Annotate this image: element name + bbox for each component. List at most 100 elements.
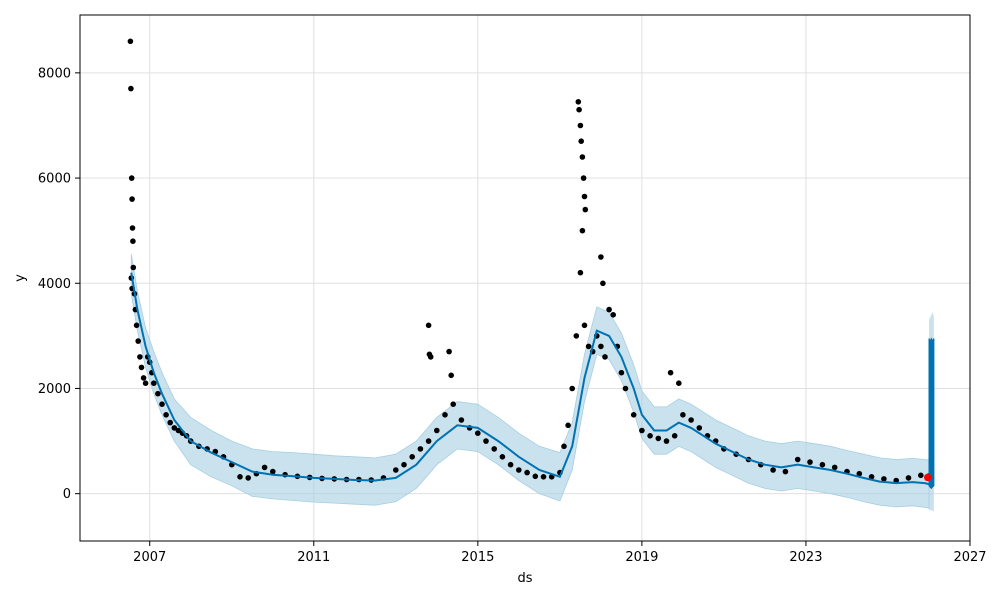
observed-point xyxy=(133,322,140,329)
observed-point xyxy=(831,464,838,471)
observed-point xyxy=(483,438,489,444)
observed-point xyxy=(868,474,875,480)
observed-point xyxy=(540,474,547,480)
x-tick-label: 2011 xyxy=(297,550,330,565)
observed-point xyxy=(600,280,606,287)
plot-frame xyxy=(79,14,971,542)
observed-point xyxy=(159,401,165,408)
x-tick-label: 2019 xyxy=(625,550,658,565)
observed-point xyxy=(270,468,276,475)
observed-point xyxy=(639,427,645,434)
observed-point xyxy=(807,459,813,465)
observed-point xyxy=(130,264,137,271)
observed-point xyxy=(475,430,481,437)
x-tick-label: 2027 xyxy=(953,550,986,565)
observed-point xyxy=(128,175,135,181)
observed-point xyxy=(167,419,173,426)
observed-point xyxy=(581,322,588,329)
observed-point xyxy=(151,380,157,387)
observed-point xyxy=(577,122,584,129)
observed-point xyxy=(696,425,703,431)
observed-point xyxy=(618,369,625,376)
observed-point xyxy=(881,476,887,482)
observed-point xyxy=(140,375,147,381)
observed-point xyxy=(575,99,582,105)
observed-point xyxy=(175,427,182,434)
observed-point xyxy=(561,443,567,450)
observed-point xyxy=(610,312,616,318)
observed-point xyxy=(135,338,141,344)
x-tick-label: 2023 xyxy=(789,550,822,565)
observed-point xyxy=(434,427,440,434)
observed-point xyxy=(569,385,575,392)
observed-point xyxy=(782,468,789,475)
observed-point xyxy=(237,474,243,480)
observed-point xyxy=(393,467,399,473)
forecast-line-path xyxy=(130,272,930,486)
observed-point xyxy=(582,206,589,213)
observed-point xyxy=(129,225,136,231)
observed-point xyxy=(770,467,776,473)
observed-point xyxy=(417,446,424,452)
observed-point xyxy=(893,477,899,484)
observed-point xyxy=(128,85,134,92)
observed-point xyxy=(499,454,506,460)
y-axis: 0 2000 4000 6000 8000 xyxy=(38,66,80,502)
observed-point xyxy=(448,372,455,379)
observed-point xyxy=(680,412,686,418)
observed-point xyxy=(856,470,863,477)
observed-point xyxy=(425,322,432,329)
observed-point xyxy=(137,354,143,360)
observed-point xyxy=(688,417,694,423)
observed-point xyxy=(630,412,637,418)
observed-point xyxy=(446,348,452,355)
observed-point xyxy=(427,354,434,360)
observed-point xyxy=(905,475,912,481)
observed-point xyxy=(579,154,586,160)
observed-point xyxy=(163,412,169,418)
observed-point xyxy=(127,38,134,45)
observed-point xyxy=(142,380,149,387)
observed-point xyxy=(671,433,678,439)
observed-point xyxy=(491,446,498,452)
observed-point xyxy=(663,438,670,444)
x-axis: 2007 2011 2015 2019 2023 2027 xyxy=(133,541,987,565)
observed-point xyxy=(647,433,653,439)
y-tick-label: 4000 xyxy=(38,277,71,292)
observed-point xyxy=(794,456,801,463)
observed-point xyxy=(245,475,251,481)
observed-point xyxy=(819,461,826,468)
observed-point xyxy=(129,196,135,202)
observed-point xyxy=(516,467,522,473)
observed-point xyxy=(458,417,465,423)
observed-point xyxy=(409,454,416,460)
observed-point xyxy=(155,390,161,397)
observed-point xyxy=(130,238,136,244)
highlight-marker xyxy=(924,473,932,482)
observed-point xyxy=(585,343,592,350)
observed-points xyxy=(127,38,932,484)
observed-point xyxy=(676,380,682,387)
observed-point xyxy=(442,412,448,418)
y-tick-label: 2000 xyxy=(38,382,71,397)
observed-point xyxy=(507,461,514,468)
observed-point xyxy=(573,333,580,339)
y-axis-label: y xyxy=(13,274,28,282)
observed-point xyxy=(581,193,588,200)
observed-point xyxy=(598,254,604,260)
x-tick-label: 2007 xyxy=(133,550,166,565)
observed-point xyxy=(667,369,674,376)
observed-point xyxy=(578,138,584,144)
observed-point xyxy=(655,435,662,442)
y-tick-label: 0 xyxy=(63,487,71,502)
observed-point xyxy=(450,401,457,408)
observed-point xyxy=(138,364,145,371)
observed-point xyxy=(579,227,586,234)
highlight-point xyxy=(924,473,932,482)
observed-point xyxy=(261,464,268,471)
x-axis-label: ds xyxy=(517,571,532,586)
observed-point xyxy=(606,306,612,313)
observed-point xyxy=(622,385,629,392)
observed-point xyxy=(577,269,584,276)
observed-point xyxy=(602,354,608,360)
